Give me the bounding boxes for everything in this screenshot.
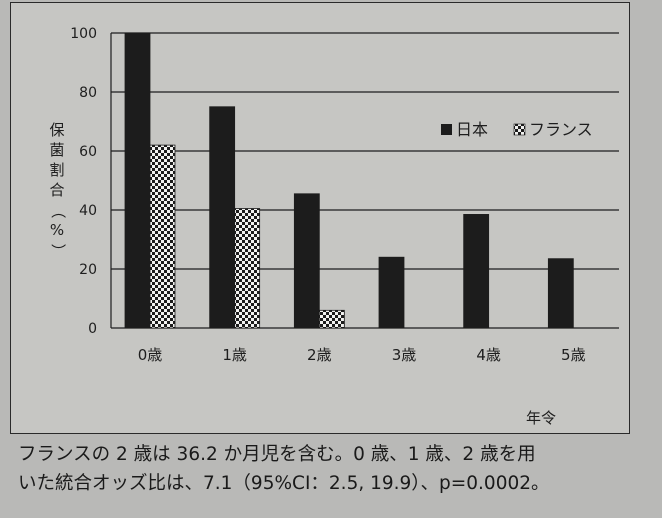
- bar-japan: [463, 214, 490, 329]
- bar-france: [149, 144, 176, 329]
- x-tick-label: 1歳: [222, 346, 247, 364]
- bar-france: [234, 208, 261, 329]
- y-tick-label: 80: [79, 85, 97, 101]
- legend-label-japan: 日本: [456, 120, 488, 139]
- y-tick-label: 20: [79, 262, 97, 278]
- x-tick-label: 3歳: [392, 346, 417, 364]
- y-axis-label-char: ）: [49, 243, 67, 258]
- bar-japan: [293, 193, 320, 329]
- y-axis-label-char: 割: [49, 161, 64, 179]
- y-tick-label: 100: [70, 26, 97, 42]
- x-tick-label: 0歳: [138, 346, 163, 364]
- y-axis-label-char: 合: [49, 181, 64, 199]
- y-tick-label: 40: [79, 203, 97, 219]
- legend-swatch-france: [513, 123, 526, 136]
- y-axis-label-char: 菌: [49, 141, 64, 159]
- y-axis-label-char: 保: [49, 121, 64, 139]
- legend-swatch-japan: [441, 124, 452, 135]
- x-tick-label: 2歳: [307, 346, 332, 364]
- legend-label-france: フランス: [529, 120, 593, 139]
- y-tick-label: 0: [88, 321, 97, 337]
- x-tick-label: 4歳: [476, 346, 501, 364]
- x-tick-label: 5歳: [561, 346, 586, 364]
- y-axis-label-char: %: [50, 221, 64, 239]
- bar-japan: [378, 256, 405, 329]
- caption-line-1: フランスの 2 歳は 36.2 か月児を含む。0 歳、1 歳、2 歳を用: [18, 444, 536, 465]
- figure-caption: フランスの 2 歳は 36.2 か月児を含む。0 歳、1 歳、2 歳を用 いた統…: [18, 440, 658, 498]
- bar-japan: [124, 32, 151, 329]
- bar-japan: [547, 258, 574, 329]
- y-axis-label-char: （: [49, 203, 67, 218]
- x-axis-label: 年令: [526, 409, 556, 427]
- bar-france: [318, 309, 345, 329]
- bar-japan: [209, 106, 236, 329]
- y-tick-label: 60: [79, 144, 97, 160]
- chart-frame: 0 20 40 60 80 100 0歳 1歳 2歳 3歳 4歳 5歳 保菌割合 （% ） 年令 日本 フランス: [10, 2, 630, 434]
- caption-line-2: いた統合オッズ比は、7.1（95%CI：2.5, 19.9）、p=0.0002。: [18, 473, 550, 494]
